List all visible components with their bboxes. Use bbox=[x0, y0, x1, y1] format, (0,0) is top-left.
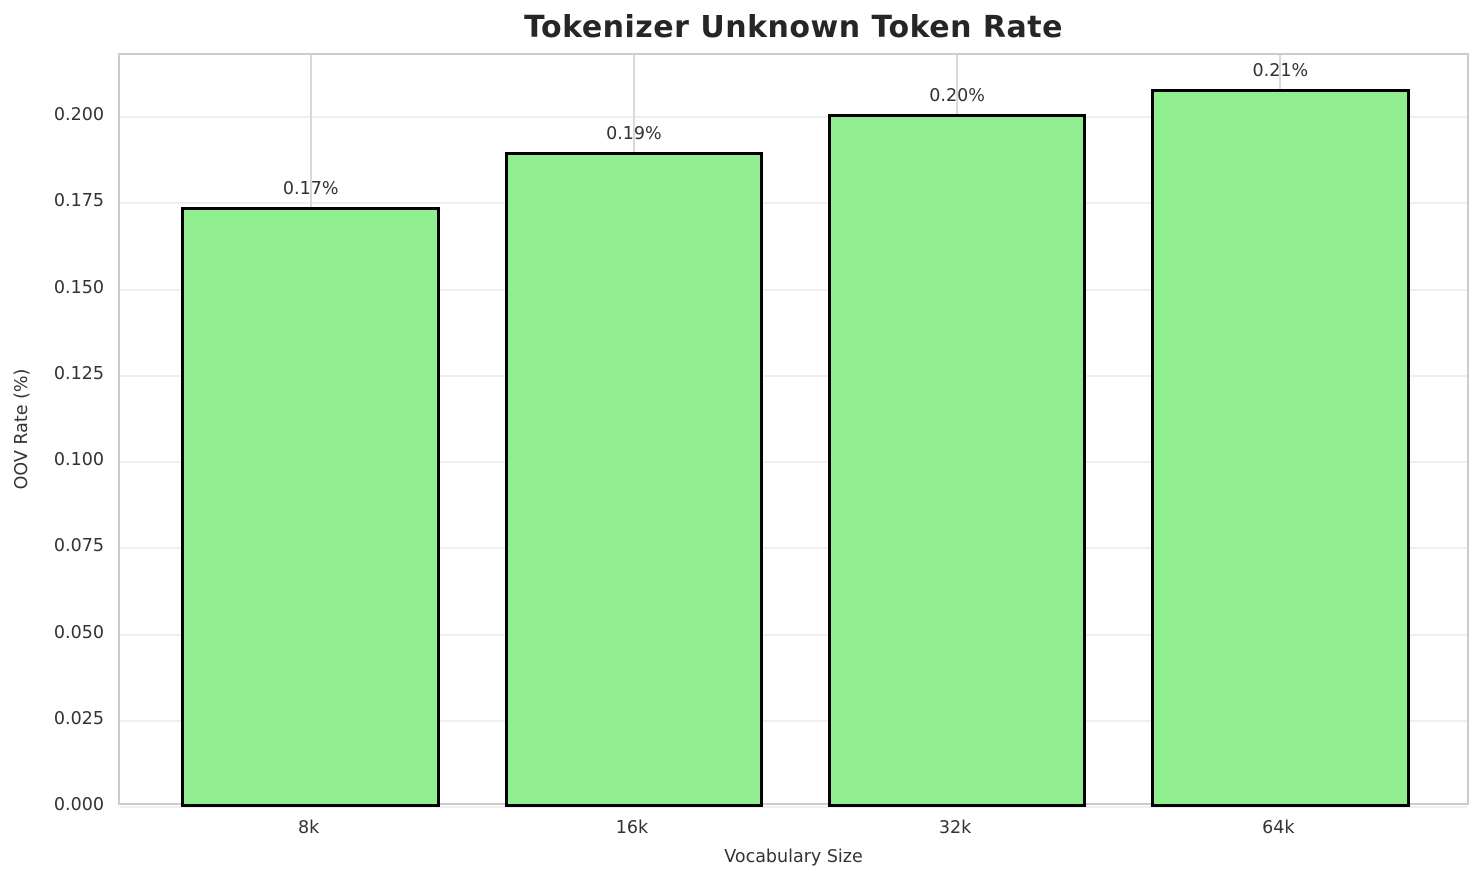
y-tick-label: 0.200 bbox=[53, 105, 104, 126]
horizontal-gridline bbox=[120, 633, 1467, 636]
y-tick-label: 0.025 bbox=[53, 708, 104, 729]
bar-16k bbox=[504, 151, 764, 807]
bar-32k bbox=[827, 113, 1087, 807]
x-tick-label: 16k bbox=[615, 818, 649, 838]
bar-64k bbox=[1151, 89, 1410, 807]
y-tick-label: 0.175 bbox=[53, 191, 104, 212]
y-tick-label: 0.050 bbox=[53, 622, 104, 643]
bar-8k bbox=[181, 206, 440, 807]
y-tick-label: 0.075 bbox=[53, 536, 104, 557]
y-axis-label: OOV Rate (%) bbox=[12, 368, 32, 490]
x-tick-label: 32k bbox=[938, 818, 972, 838]
horizontal-gridline bbox=[120, 461, 1467, 464]
horizontal-gridline bbox=[120, 547, 1467, 550]
bar-value-label: 0.20% bbox=[929, 85, 985, 106]
y-tick-label: 0.125 bbox=[53, 363, 104, 384]
y-tick-label: 0.100 bbox=[53, 450, 104, 471]
y-tick-label: 0.000 bbox=[53, 795, 104, 815]
horizontal-gridline bbox=[120, 719, 1467, 722]
y-tick-label: 0.150 bbox=[53, 277, 104, 298]
bar-value-label: 0.17% bbox=[282, 178, 339, 199]
x-tick-label: 8k bbox=[298, 818, 320, 838]
horizontal-gridline bbox=[120, 288, 1467, 291]
x-tick-label: 64k bbox=[1262, 818, 1295, 838]
horizontal-gridline bbox=[120, 202, 1467, 205]
bar-value-label: 0.19% bbox=[606, 123, 662, 144]
horizontal-gridline bbox=[120, 806, 1467, 808]
plot-area: 0.17% 0.19% 0.20% 0.21% bbox=[118, 53, 1469, 808]
x-axis-label: Vocabulary Size bbox=[724, 847, 863, 867]
chart-title: Tokenizer Unknown Token Rate bbox=[524, 10, 1063, 45]
bar-value-label: 0.21% bbox=[1252, 61, 1309, 82]
horizontal-gridline bbox=[120, 116, 1467, 119]
horizontal-gridline bbox=[120, 374, 1467, 377]
